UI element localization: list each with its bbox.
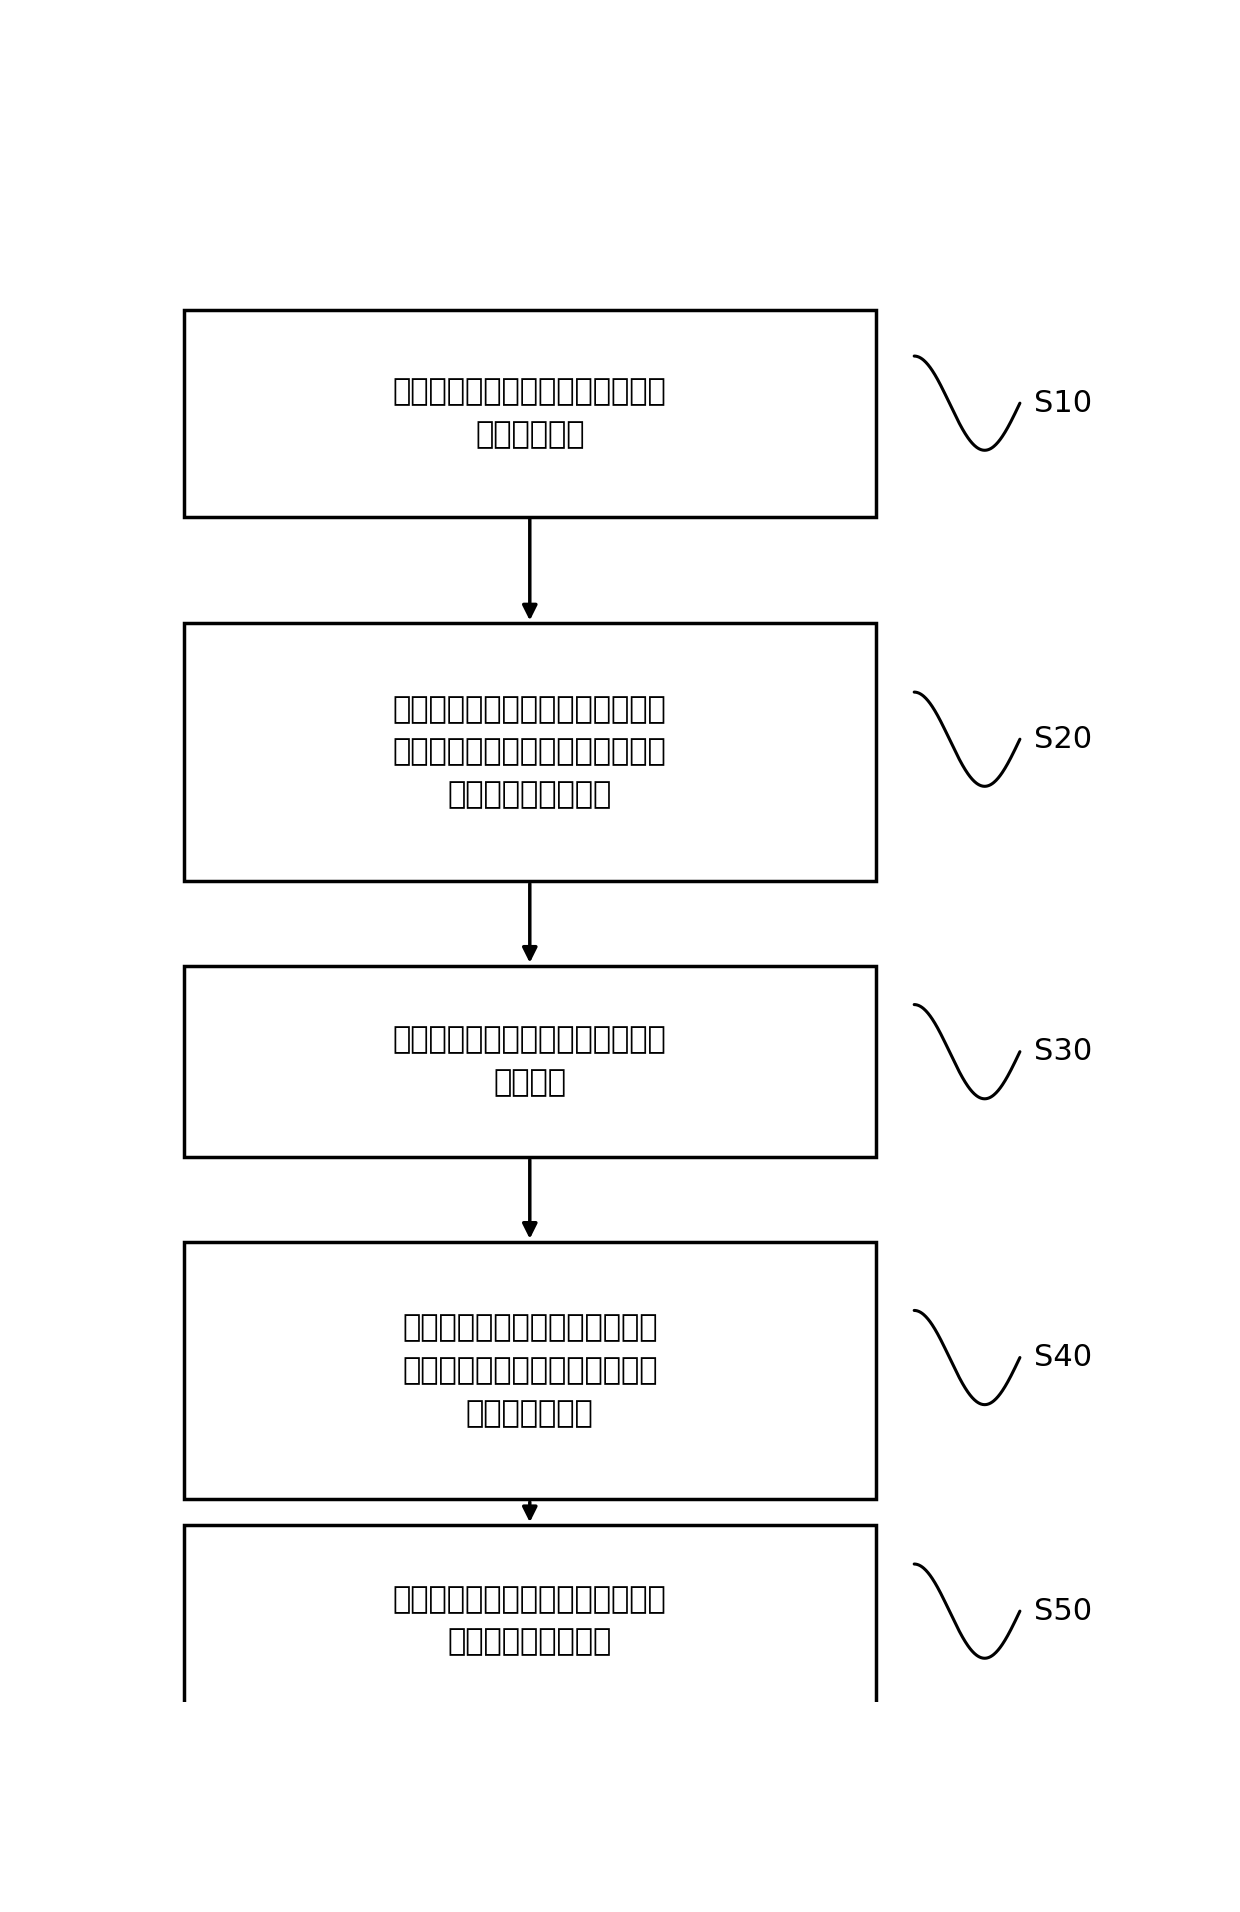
- Text: 具有部分汽化或没有汽化的旁路流
绕过汽化器作为热交换器冷侧的冷
流体分流至热交换器: 具有部分汽化或没有汽化的旁路流 绕过汽化器作为热交换器冷侧的冷 流体分流至热交换…: [393, 694, 667, 809]
- Text: S10: S10: [1034, 388, 1092, 417]
- Text: 燃料在足以实现期望的流速的压力
下提供至车辆: 燃料在足以实现期望的流速的压力 下提供至车辆: [393, 377, 667, 449]
- Text: S30: S30: [1034, 1036, 1092, 1067]
- Bar: [184, 1241, 875, 1499]
- Text: 燃料的剩余部分作为第二部分提供
至汽化器: 燃料的剩余部分作为第二部分提供 至汽化器: [393, 1025, 667, 1097]
- Bar: [184, 966, 875, 1157]
- Bar: [184, 310, 875, 516]
- Text: S20: S20: [1034, 725, 1092, 753]
- Text: S40: S40: [1034, 1342, 1092, 1373]
- Bar: [184, 1526, 875, 1717]
- Bar: [184, 623, 875, 881]
- Text: 混合燃料流作为热交换器暖侧的暖
流体提供至热交换器: 混合燃料流作为热交换器暖侧的暖 流体提供至热交换器: [393, 1585, 667, 1656]
- Text: S50: S50: [1034, 1597, 1092, 1625]
- Text: 从汽化器流出的剩余部分流与从
热交换器冷侧流出的冷流体混合
形成混合燃料流: 从汽化器流出的剩余部分流与从 热交换器冷侧流出的冷流体混合 形成混合燃料流: [402, 1314, 657, 1428]
